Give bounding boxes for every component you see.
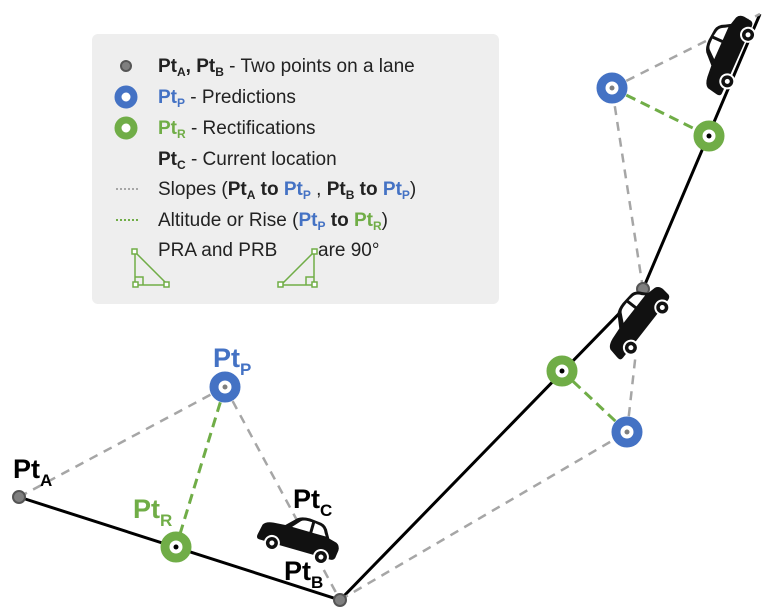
legend-lane-points: PtA, PtB - Two points on a lane [158, 56, 415, 79]
car-icon [593, 273, 679, 366]
rectification-point [693, 120, 725, 152]
car-icon [688, 6, 762, 101]
prediction-point [611, 416, 643, 448]
legend-box [92, 34, 499, 304]
legend-altitude: Altitude or Rise (PtP to PtR) [158, 210, 388, 233]
lane-point-legend-icon [120, 60, 132, 72]
legend-current-location: PtC - Current location [158, 149, 337, 172]
label-pt-r: PtR [133, 494, 172, 530]
label-pt-a: PtA [13, 454, 52, 490]
legend-angles-part1: PRA and PRB [158, 240, 277, 261]
legend-rectifications: PtR - Rectifications [158, 118, 316, 141]
right-triangle-icon [131, 248, 170, 288]
legend-angles-part2: are 90° [318, 240, 379, 261]
label-pt-b: PtB [284, 556, 323, 592]
rectification-point [546, 355, 578, 387]
legend-predictions: PtP - Predictions [158, 87, 296, 110]
prediction-point [209, 371, 241, 403]
altitude-lines [174, 86, 710, 548]
label-pt-c: PtC [293, 484, 332, 520]
lane-point-b [333, 593, 347, 607]
label-pt-p: PtP [213, 343, 251, 379]
prediction-legend-icon [114, 85, 138, 109]
legend-slopes: Slopes (PtA to PtP , PtB to PtP) [158, 179, 416, 202]
rectification-legend-icon [114, 116, 138, 140]
slope-lines [18, 12, 761, 602]
right-triangle-icon [277, 248, 318, 288]
rectification-point [160, 531, 192, 563]
lane-point-a [12, 490, 26, 504]
prediction-point [596, 72, 628, 104]
